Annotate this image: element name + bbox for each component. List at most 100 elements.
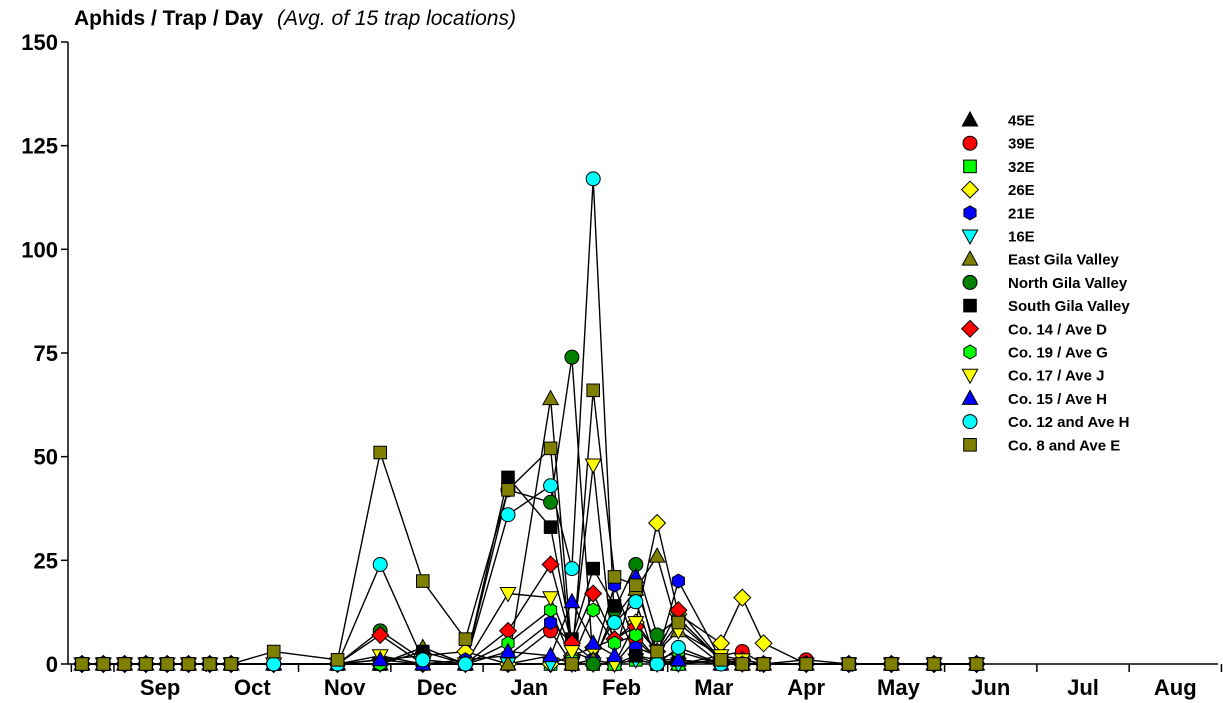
legend-marker — [963, 438, 977, 452]
legend-label: East Gila Valley — [1008, 252, 1120, 269]
legend-item: 45E — [961, 110, 1035, 130]
legend-label: 16E — [1008, 229, 1035, 246]
legend-item: Co. 12 and Ave H — [962, 414, 1129, 431]
series-line-13 — [82, 178, 977, 666]
series-line-8 — [82, 475, 977, 665]
data-point — [584, 634, 602, 650]
x-tick-label: Jun — [971, 675, 1010, 700]
y-tick-label: 125 — [21, 134, 58, 159]
data-point — [543, 441, 558, 456]
series-line-3 — [82, 522, 977, 665]
chart-subtitle: (Avg. of 15 trap locations) — [277, 7, 516, 30]
data-point — [754, 634, 773, 653]
legend-marker — [960, 319, 980, 338]
series-layer — [72, 171, 986, 674]
data-point — [543, 494, 559, 510]
data-point — [541, 555, 560, 574]
data-point — [627, 616, 645, 632]
data-point — [96, 657, 111, 671]
data-point — [648, 547, 666, 563]
legend-item: Co. 19 / Ave G — [963, 344, 1108, 362]
x-tick-label: Feb — [602, 675, 641, 700]
data-point — [266, 644, 281, 659]
data-point — [969, 657, 984, 671]
legend-marker — [962, 414, 978, 430]
data-point — [499, 587, 517, 603]
series-markers — [72, 171, 986, 674]
data-point — [585, 171, 601, 187]
x-tick-label: Nov — [324, 675, 366, 700]
data-point — [629, 648, 643, 663]
data-point — [586, 561, 601, 576]
x-tick-label: Dec — [417, 675, 457, 700]
series-line-11 — [82, 464, 977, 667]
legend-item: Co. 15 / Ave H — [961, 389, 1107, 408]
data-point — [669, 650, 687, 667]
x-tick-label: Oct — [234, 675, 271, 700]
data-point — [649, 656, 665, 672]
x-tick-label: Jul — [1067, 675, 1099, 700]
data-point — [160, 657, 174, 671]
data-point — [799, 657, 814, 671]
series-line-12 — [82, 574, 977, 665]
data-point — [500, 507, 516, 523]
legend-marker — [963, 159, 977, 174]
data-point — [650, 644, 664, 659]
legend-label: 39E — [1008, 136, 1035, 153]
data-point — [181, 657, 196, 671]
data-point — [542, 646, 560, 663]
data-point — [671, 573, 685, 589]
legend-item: 26E — [960, 180, 1035, 199]
data-point — [647, 513, 667, 533]
data-point — [501, 470, 515, 485]
data-point — [416, 574, 430, 588]
data-point — [671, 615, 686, 630]
legend-marker — [961, 229, 979, 246]
data-point — [75, 657, 89, 671]
legend-item: Co. 8 and Ave E — [963, 437, 1120, 454]
data-point — [628, 594, 644, 610]
data-point — [117, 657, 132, 671]
data-point — [330, 653, 345, 667]
data-point — [563, 592, 581, 609]
legend-item: 16E — [961, 229, 1035, 246]
data-point — [563, 645, 581, 661]
series-lines — [82, 178, 977, 667]
legend-item: Co. 17 / Ave J — [961, 368, 1104, 385]
legend-label: Co. 14 / Ave D — [1008, 321, 1107, 338]
legend: 45E 39E 32E 26E 21E 16E East Gila Valley North … — [960, 110, 1130, 454]
x-tick-label: Jan — [510, 675, 548, 700]
data-point — [266, 656, 282, 672]
data-point — [542, 591, 560, 607]
legend-label: Co. 17 / Ave J — [1008, 368, 1104, 385]
series-line-10 — [82, 608, 977, 665]
data-point — [544, 602, 558, 618]
data-point — [501, 483, 515, 497]
data-point — [842, 657, 856, 671]
legend-marker — [960, 180, 980, 199]
data-point — [565, 657, 579, 671]
data-point — [139, 657, 153, 671]
data-point — [371, 625, 390, 645]
legend-label: Co. 12 and Ave H — [1008, 414, 1129, 431]
legend-label: 45E — [1008, 113, 1035, 130]
chart-title: Aphids / Trap / Day — [74, 7, 263, 30]
series-line-9 — [82, 562, 977, 665]
legend-marker — [962, 274, 978, 290]
legend-label: South Gila Valley — [1008, 298, 1130, 315]
legend-label: Co. 8 and Ave E — [1008, 437, 1120, 454]
x-tick-label: May — [877, 675, 921, 700]
data-point — [458, 632, 473, 646]
y-tick-label: 150 — [21, 30, 58, 55]
data-point — [605, 646, 624, 663]
data-point — [224, 657, 238, 671]
legend-item: 21E — [963, 205, 1035, 222]
data-point — [203, 657, 217, 671]
data-point — [733, 588, 752, 607]
legend-item: East Gila Valley — [961, 250, 1120, 269]
data-point — [564, 349, 580, 365]
series-line-7 — [82, 357, 977, 665]
legend-item: Co. 14 / Ave D — [960, 319, 1107, 338]
data-point — [372, 556, 388, 572]
data-point — [884, 657, 899, 671]
